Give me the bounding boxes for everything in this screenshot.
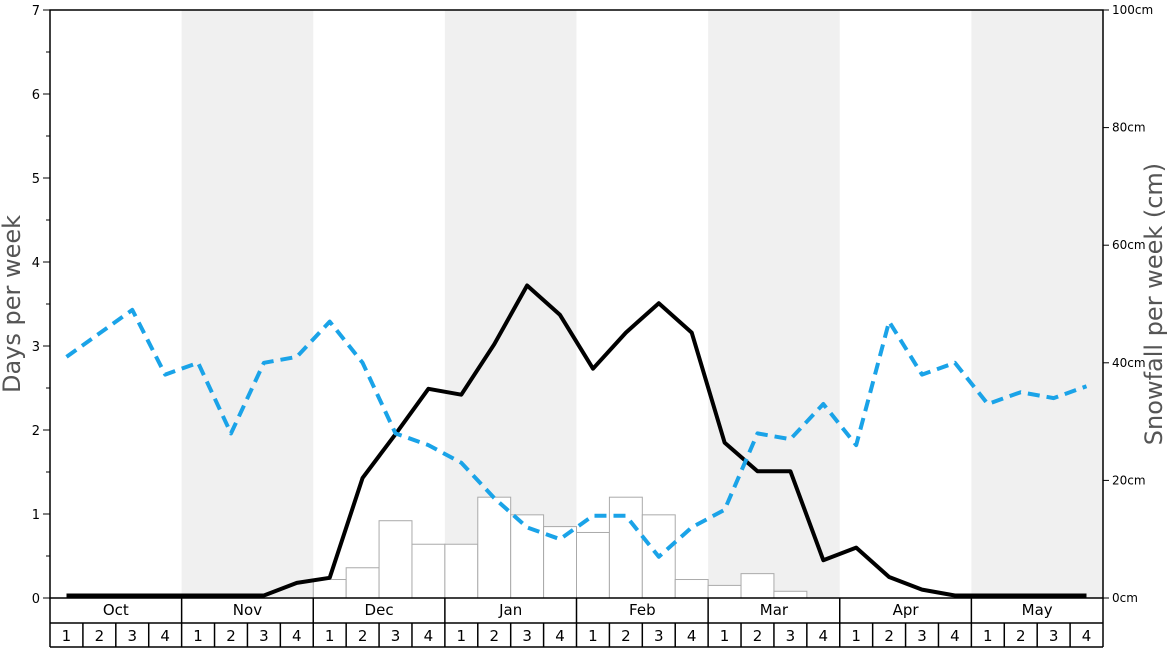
right-tick-label: 100cm bbox=[1112, 3, 1153, 17]
week-label: 1 bbox=[457, 627, 467, 645]
snowfall-bar bbox=[707, 584, 742, 599]
week-label: 3 bbox=[917, 627, 927, 645]
week-label: 4 bbox=[687, 627, 697, 645]
right-tick-label: 0cm bbox=[1112, 591, 1138, 605]
week-label: 4 bbox=[819, 627, 829, 645]
snowfall-bar bbox=[576, 531, 610, 599]
right-tick-label: 60cm bbox=[1112, 238, 1146, 252]
month-label-nov: Nov bbox=[233, 601, 262, 619]
left-tick-label: 4 bbox=[32, 256, 40, 271]
left-tick-label: 5 bbox=[32, 172, 40, 187]
month-label-apr: Apr bbox=[893, 601, 920, 619]
week-label: 4 bbox=[424, 627, 434, 645]
snowfall-bar bbox=[312, 579, 347, 599]
snowfall-bar bbox=[740, 573, 775, 599]
month-shading-bands bbox=[181, 10, 1103, 598]
left-tick-label: 2 bbox=[32, 424, 40, 439]
week-label: 2 bbox=[1016, 627, 1026, 645]
week-label: 4 bbox=[160, 627, 170, 645]
solid-black-line bbox=[66, 283, 1087, 598]
left-y-axis: 0 1 2 3 4 5 6 7 bbox=[32, 4, 50, 607]
left-tick-label: 6 bbox=[32, 88, 40, 103]
week-label: 2 bbox=[621, 627, 631, 645]
right-tick-label: 20cm bbox=[1112, 473, 1146, 487]
week-label: 3 bbox=[654, 627, 664, 645]
dashed-blue-line bbox=[65, 307, 1088, 559]
week-label: 2 bbox=[753, 627, 763, 645]
week-label: 1 bbox=[983, 627, 993, 645]
left-tick-label: 3 bbox=[32, 340, 40, 355]
snowfall-bar bbox=[773, 590, 808, 599]
week-label: 3 bbox=[786, 627, 796, 645]
week-label: 3 bbox=[1049, 627, 1059, 645]
week-label: 1 bbox=[62, 627, 72, 645]
right-axis-title: Snowfall per week (cm) bbox=[1140, 163, 1168, 445]
month-label-may: May bbox=[1022, 601, 1053, 619]
week-label: 3 bbox=[259, 627, 269, 645]
snowfall-bar bbox=[674, 579, 709, 599]
month-label-jan: Jan bbox=[498, 601, 522, 619]
left-tick-label: 1 bbox=[32, 508, 40, 523]
week-label: 4 bbox=[292, 627, 302, 645]
snowfall-bar bbox=[543, 526, 577, 599]
week-label: 3 bbox=[391, 627, 401, 645]
week-label: 1 bbox=[720, 627, 730, 645]
week-label: 4 bbox=[1082, 627, 1092, 645]
month-label-feb: Feb bbox=[629, 601, 656, 619]
left-tick-label: 0 bbox=[32, 592, 40, 607]
week-label: 2 bbox=[226, 627, 236, 645]
snowfall-bar bbox=[510, 514, 545, 599]
left-tick-label: 7 bbox=[32, 4, 40, 19]
snowfall-bar bbox=[608, 496, 643, 599]
week-label: 2 bbox=[489, 627, 499, 645]
right-y-axis: 0cm 20cm 40cm 60cm 80cm 100cm bbox=[1103, 3, 1153, 605]
week-label: 2 bbox=[884, 627, 894, 645]
snowfall-bar bbox=[411, 543, 446, 599]
week-label: 3 bbox=[522, 627, 532, 645]
right-tick-label: 80cm bbox=[1112, 121, 1146, 135]
x-axis-month-week-grid: Oct 1 2 3 4 Nov 1 2 3 4 Dec 1 2 3 4 Jan 1 2 3 4 Feb 1 2 3 4 Mar 1 2… bbox=[49, 598, 1104, 648]
month-band-may bbox=[971, 10, 1103, 598]
series-lines bbox=[65, 283, 1088, 598]
month-label-mar: Mar bbox=[760, 601, 789, 619]
week-label: 1 bbox=[588, 627, 598, 645]
right-tick-label: 40cm bbox=[1112, 356, 1146, 370]
month-label-dec: Dec bbox=[365, 601, 394, 619]
snowfall-bar bbox=[345, 567, 380, 599]
month-label-oct: Oct bbox=[103, 601, 129, 619]
week-label: 1 bbox=[193, 627, 203, 645]
week-label: 3 bbox=[127, 627, 137, 645]
week-label: 1 bbox=[325, 627, 335, 645]
snowfall-bar bbox=[477, 496, 512, 599]
week-label: 4 bbox=[950, 627, 960, 645]
snowfall-bars bbox=[312, 496, 808, 599]
snowfall-bar bbox=[444, 543, 479, 599]
month-band-nov bbox=[181, 10, 314, 598]
week-label: 4 bbox=[555, 627, 565, 645]
week-label: 2 bbox=[358, 627, 368, 645]
week-label: 2 bbox=[95, 627, 105, 645]
left-axis-title: Days per week bbox=[0, 215, 26, 393]
snowfall-bar bbox=[378, 520, 413, 599]
month-band-mar bbox=[708, 10, 840, 598]
week-label: 1 bbox=[851, 627, 861, 645]
